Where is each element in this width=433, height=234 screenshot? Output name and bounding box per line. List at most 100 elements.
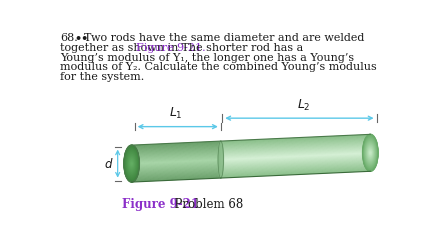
Polygon shape: [221, 150, 370, 157]
Polygon shape: [221, 154, 370, 161]
Polygon shape: [132, 156, 221, 161]
Polygon shape: [221, 169, 370, 176]
Polygon shape: [221, 145, 370, 152]
Polygon shape: [221, 152, 370, 160]
Ellipse shape: [127, 152, 136, 175]
Ellipse shape: [127, 153, 136, 175]
Polygon shape: [221, 144, 370, 151]
Polygon shape: [132, 166, 221, 170]
Polygon shape: [221, 166, 370, 173]
Polygon shape: [132, 163, 221, 168]
Text: Young’s modulus of Y₁, the longer one has a Young’s: Young’s modulus of Y₁, the longer one ha…: [60, 53, 355, 63]
Polygon shape: [221, 165, 370, 172]
Polygon shape: [132, 148, 221, 153]
Ellipse shape: [365, 140, 375, 165]
Polygon shape: [132, 177, 221, 181]
Polygon shape: [221, 141, 370, 149]
Polygon shape: [132, 168, 221, 172]
Polygon shape: [221, 149, 370, 157]
Polygon shape: [221, 135, 370, 143]
Polygon shape: [221, 140, 370, 147]
Polygon shape: [221, 162, 370, 169]
Ellipse shape: [218, 141, 223, 178]
Ellipse shape: [128, 155, 135, 172]
Polygon shape: [132, 161, 221, 166]
Polygon shape: [221, 143, 370, 150]
Ellipse shape: [366, 144, 374, 162]
Polygon shape: [132, 147, 221, 152]
Text: $d$: $d$: [103, 157, 113, 171]
Polygon shape: [132, 159, 221, 164]
Ellipse shape: [363, 135, 378, 170]
Ellipse shape: [368, 147, 373, 159]
Ellipse shape: [369, 149, 372, 157]
Text: together as shown in: together as shown in: [60, 43, 182, 53]
Polygon shape: [221, 157, 370, 165]
Polygon shape: [221, 149, 370, 156]
Polygon shape: [221, 135, 370, 142]
Polygon shape: [221, 154, 370, 161]
Ellipse shape: [364, 137, 377, 169]
Polygon shape: [132, 171, 221, 176]
Ellipse shape: [366, 142, 375, 164]
Polygon shape: [132, 174, 221, 178]
Polygon shape: [221, 168, 370, 175]
Polygon shape: [132, 166, 221, 171]
Polygon shape: [132, 145, 221, 150]
Ellipse shape: [125, 147, 139, 180]
Polygon shape: [132, 155, 221, 159]
Polygon shape: [132, 151, 221, 156]
Polygon shape: [221, 156, 370, 163]
Ellipse shape: [124, 145, 139, 182]
Text: 68.: 68.: [60, 33, 78, 44]
Polygon shape: [221, 165, 370, 172]
Polygon shape: [221, 152, 370, 159]
Polygon shape: [221, 148, 370, 155]
Polygon shape: [132, 157, 221, 162]
Polygon shape: [221, 142, 370, 150]
Ellipse shape: [366, 143, 375, 163]
Ellipse shape: [126, 149, 138, 178]
Polygon shape: [132, 165, 221, 169]
Polygon shape: [132, 162, 221, 167]
Ellipse shape: [129, 156, 135, 171]
Polygon shape: [221, 160, 370, 167]
Polygon shape: [132, 152, 221, 157]
Polygon shape: [221, 136, 370, 143]
Ellipse shape: [368, 148, 372, 158]
Ellipse shape: [126, 150, 137, 177]
Ellipse shape: [369, 150, 372, 155]
Text: ••: ••: [74, 33, 88, 44]
Polygon shape: [132, 157, 221, 161]
Polygon shape: [221, 134, 370, 142]
Polygon shape: [132, 177, 221, 182]
Polygon shape: [132, 174, 221, 179]
Polygon shape: [132, 149, 221, 154]
Polygon shape: [221, 158, 370, 166]
Ellipse shape: [126, 150, 138, 178]
Ellipse shape: [368, 147, 373, 158]
Polygon shape: [132, 143, 221, 148]
Ellipse shape: [128, 156, 135, 172]
Ellipse shape: [125, 148, 138, 179]
Polygon shape: [221, 166, 370, 174]
Polygon shape: [221, 153, 370, 160]
Text: for the system.: for the system.: [60, 72, 145, 82]
Polygon shape: [221, 145, 370, 153]
Polygon shape: [221, 140, 370, 148]
Polygon shape: [221, 137, 370, 144]
Polygon shape: [132, 154, 221, 159]
Ellipse shape: [126, 151, 137, 176]
Polygon shape: [221, 137, 370, 145]
Polygon shape: [221, 139, 370, 147]
Polygon shape: [132, 168, 221, 173]
Polygon shape: [132, 169, 221, 174]
Ellipse shape: [364, 137, 377, 168]
Polygon shape: [221, 163, 370, 170]
Ellipse shape: [369, 151, 371, 155]
Ellipse shape: [370, 152, 371, 154]
Polygon shape: [132, 170, 221, 175]
Polygon shape: [132, 164, 221, 168]
Polygon shape: [132, 158, 221, 162]
Ellipse shape: [130, 159, 133, 168]
